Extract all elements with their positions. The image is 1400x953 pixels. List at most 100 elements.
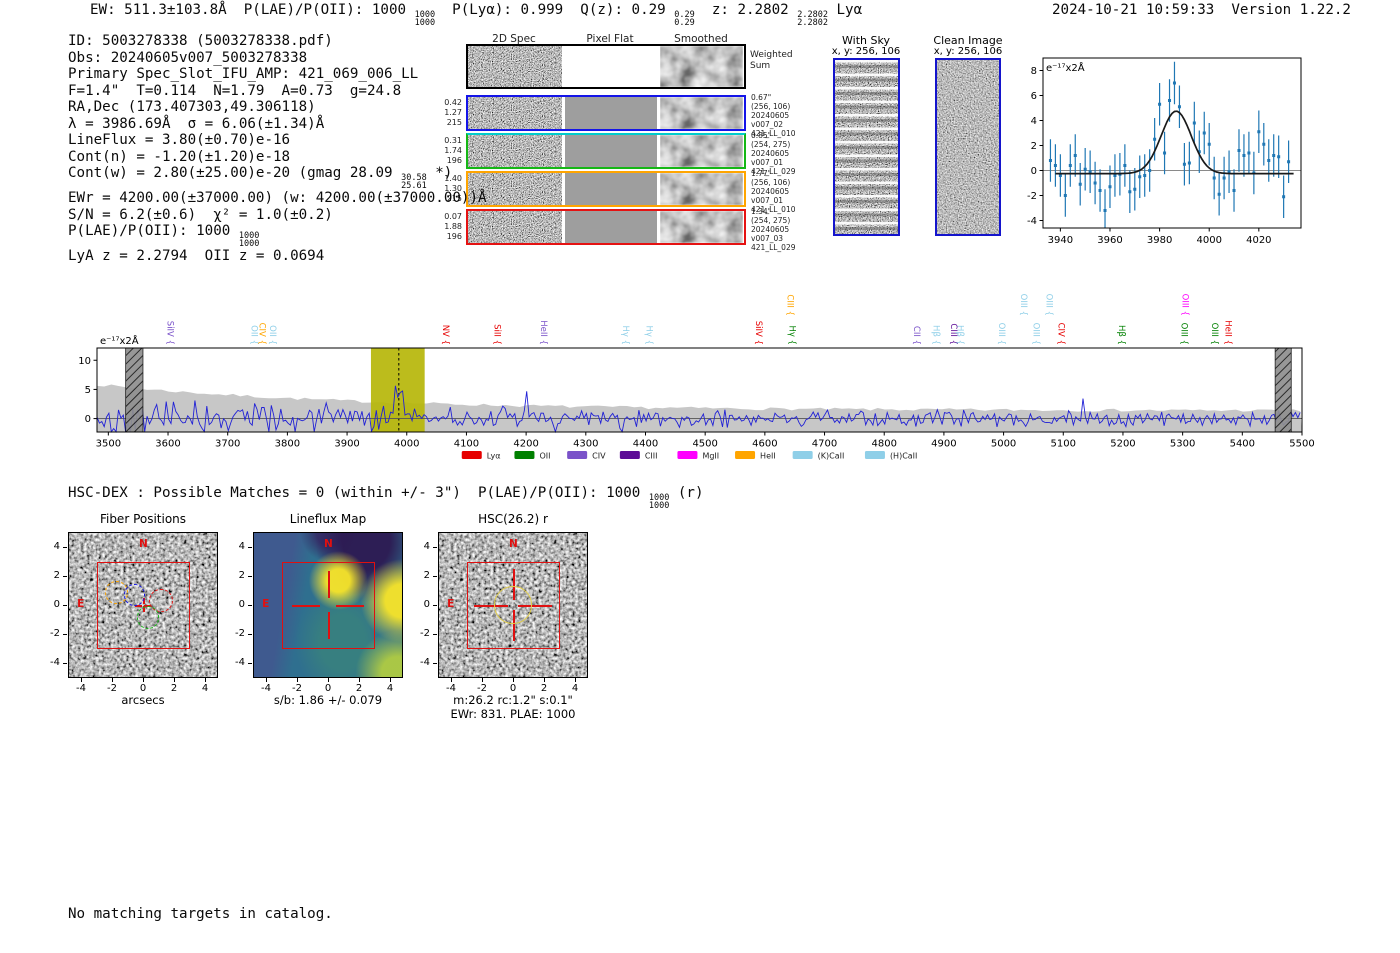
info-10-text-0: S/N = 6.2(±0.6) χ² = 1.0(±0.2) (68, 206, 333, 223)
col-header-smoothed: Smoothed (674, 33, 728, 45)
fiber-xtick-label: -4 (76, 683, 86, 694)
fiber-xtick (112, 678, 113, 682)
fiber-crosshair-h1 (143, 605, 151, 607)
lineflux-ytick-label: 4 (238, 540, 245, 552)
hscdex-fraction-1: 1000 1000 (648, 493, 670, 511)
hsc-ytick (433, 634, 437, 635)
svg-text:0: 0 (85, 414, 91, 425)
info-11-fraction-1: 1000 1000 (238, 231, 260, 249)
line-marker-OIII-5303: OIII { (1178, 323, 1188, 345)
hsc-xtick (482, 678, 483, 682)
clean-image-title: Clean Image (933, 34, 1003, 47)
svg-text:3960: 3960 (1097, 235, 1122, 246)
info-line-5: RA,Dec (173.407303,49.306118) (68, 99, 487, 116)
fiber-ytick (63, 547, 67, 548)
hsc-crosshair-h1 (518, 605, 552, 607)
hsc-ytick (433, 547, 437, 548)
fiber-cutout-strip-3-noise-segment (468, 173, 562, 205)
fiber-xtick-label: 4 (201, 683, 209, 694)
timestamp-version: 2024-10-21 10:59:33 Version 1.22.2 (1052, 2, 1351, 18)
svg-text:4700: 4700 (812, 439, 837, 450)
lineflux-ytick-label: -2 (235, 627, 245, 639)
lineflux-ytick (248, 576, 252, 577)
hsc-ytick-label: 0 (423, 598, 430, 610)
lineflux-crosshair-v0 (328, 570, 330, 598)
line-marker-Hβ-4888: Hβ { (931, 325, 941, 345)
info-3-text-0: F=1.4" T=0.114 N=1.79 A=0.73 g=24.8 (68, 82, 402, 99)
line-fit-plot: 3940 3960 3980 4000 4020 -4 -2 0 2 4 6 8 e⁻¹⁷x2Å (1013, 50, 1333, 259)
line-marker-OIII-4997: OIII { (996, 323, 1006, 345)
lineflux-north-label: N (324, 538, 333, 550)
hsc-aperture-circle (494, 586, 532, 624)
hsc-ytick (433, 576, 437, 577)
info-0-text-0: ID: 5003278338 (5003278338.pdf) (68, 33, 333, 49)
line-marker-NV-4066: NV { (440, 325, 450, 345)
svg-text:4800: 4800 (871, 439, 896, 450)
fiber-cutout-strip-3-smooth-image (660, 173, 743, 205)
hsc-crosshair-h0 (474, 605, 508, 607)
svg-text:0: 0 (1031, 166, 1037, 177)
weighted-sum-strip (466, 44, 746, 89)
svg-text:5000: 5000 (991, 439, 1016, 450)
info-line-4: F=1.4" T=0.114 N=1.79 A=0.73 g=24.8 (68, 83, 487, 100)
strip-right-labels-3: 1.77" (256, 106) 20240605 v007_01 421_LL_010 (751, 169, 796, 214)
line-marker-SiII-4152: SiII { (491, 324, 501, 345)
fiber-cutout-strip-3-gap-segment (562, 173, 565, 205)
line-marker-HeII-5377: HeII { (1223, 320, 1233, 345)
fiber-ytick (63, 605, 67, 606)
fiber-cutout-strip-1-smooth-segment (660, 97, 743, 129)
line-marker-Hγ-4407: Hγ { (644, 325, 654, 345)
hsc-xlabel: m:26.2 rc:1.2" s:0.1" (453, 693, 573, 707)
svg-text:4400: 4400 (633, 439, 658, 450)
weighted-sum-strip-noise-image (468, 46, 562, 87)
lineflux-crosshair-h0 (291, 605, 321, 607)
svg-text:6: 6 (1031, 91, 1037, 102)
hscdex-text-2: (r) (669, 485, 704, 501)
svg-text:3500: 3500 (96, 439, 121, 450)
strip-left-labels-3: 1.40 1.30 215 (444, 174, 462, 203)
hsc-xtick (513, 678, 514, 682)
svg-text:5100: 5100 (1051, 439, 1076, 450)
lineflux-xlabel: s/b: 1.86 +/- 0.079 (273, 693, 383, 707)
fiber-ytick (63, 634, 67, 635)
hsc-xtick (451, 678, 452, 682)
info-9-text-0: EWr = 4200.00(±37000.00) (w: 4200.00(±37… (68, 190, 487, 206)
lineflux-ytick-label: 0 (238, 598, 245, 610)
line-marker-CII-4855: CII { (911, 326, 921, 345)
fiber-cutout-strip-3-smooth-segment (660, 173, 743, 205)
weighted-sum-strip-flat-segment (565, 46, 657, 87)
fiber-cutout-strip-1 (466, 95, 746, 131)
fiber-positions-noise (69, 533, 217, 677)
fiber-positions-title: Fiber Positions (99, 512, 187, 526)
info-line-8: Cont(n) = -1.20(±1.20)e-18 (68, 149, 487, 166)
svg-text:4200: 4200 (513, 439, 538, 450)
with-sky-image (833, 58, 900, 236)
fiber-crosshair-v0 (143, 597, 145, 605)
summary-text-4: z: 2.2802 (694, 2, 798, 18)
svg-text:-4: -4 (1027, 216, 1037, 227)
fiber-ytick-label: 0 (53, 598, 60, 610)
line-marker-Hβ-5198: Hβ { (1116, 325, 1126, 345)
legend-label-CIV: CIV (592, 452, 606, 461)
fiber-cutout-strip-3-noise-image (468, 173, 562, 205)
hsc-xtick (544, 678, 545, 682)
hsc-xtick (575, 678, 576, 682)
info-4-text-0: RA,Dec (173.407303,49.306118) (68, 99, 316, 115)
svg-text:5200: 5200 (1110, 439, 1135, 450)
line-marker-Hβ-4928: Hβ { (955, 325, 965, 345)
sky-line-stripes (835, 60, 898, 234)
fiber-cutout-strip-2 (466, 133, 746, 169)
fiber-cutout-strip-2-noise-segment (468, 135, 562, 167)
info-1-text-0: Obs: 20240605v007_5003278338 (68, 49, 308, 66)
weighted-sum-strip-smooth-segment (660, 46, 743, 87)
clean-image (935, 58, 1001, 236)
line-marker-CIII-4643: CIII { (785, 294, 795, 316)
line-marker-Hγ-4646: Hγ { (786, 325, 796, 345)
svg-text:5: 5 (85, 385, 91, 396)
summary-fraction-3: 0.29 0.29 (674, 10, 695, 28)
info-12-text-0: LyA z = 2.2794 OII z = 0.0694 (68, 248, 325, 264)
fiber-xtick-label: 0 (139, 683, 147, 694)
fiber-cutout-strip-1-flat-segment (565, 97, 657, 129)
fiber-ytick-label: 4 (53, 540, 60, 552)
lineflux-crosshair-h1 (335, 605, 365, 607)
